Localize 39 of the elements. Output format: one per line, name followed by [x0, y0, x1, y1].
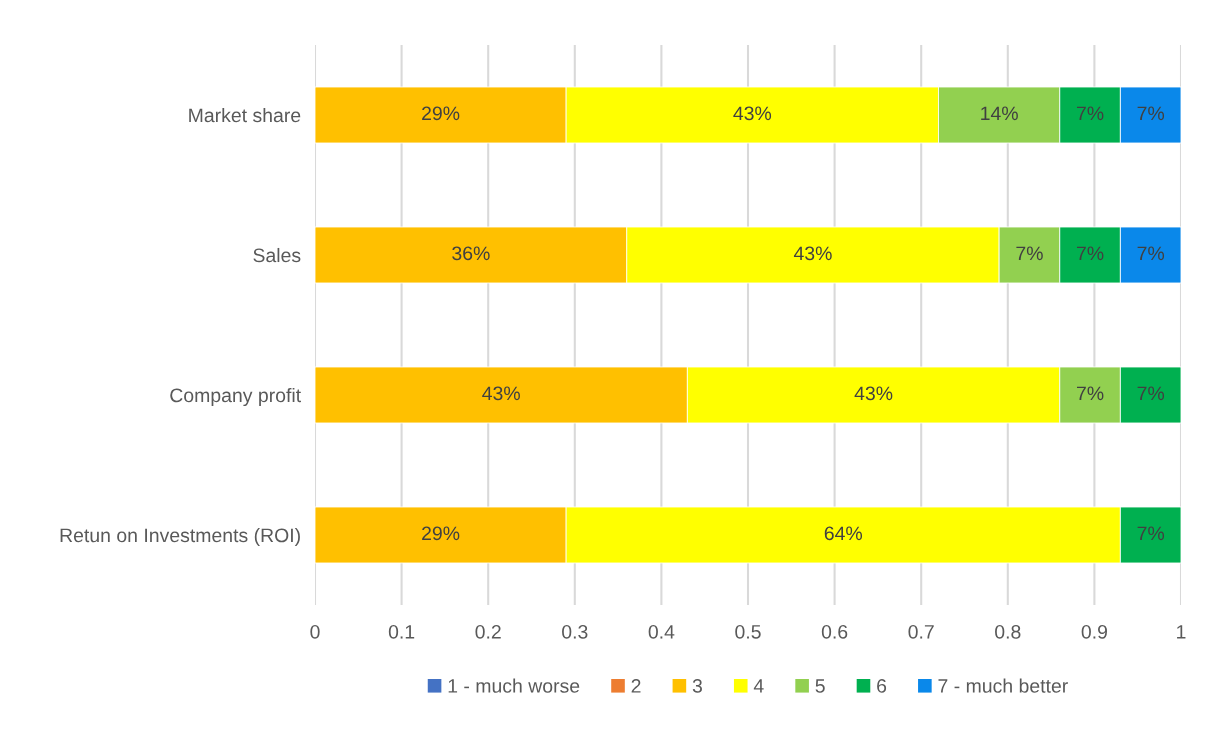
x-tick-label: 0 [310, 624, 320, 639]
x-tick-label: 0.5 [735, 624, 761, 639]
legend-label: 1 - much worse [448, 678, 580, 693]
legend-label: 2 [631, 679, 641, 693]
legend-label: 7 - much better [938, 678, 1068, 693]
x-tick-label: 0.1 [388, 624, 415, 639]
data-label: 7% [1137, 386, 1165, 401]
data-label: 7% [1016, 246, 1043, 261]
y-tick-label: Sales [253, 247, 301, 263]
y-tick-label: Retun on Investments (ROI) [60, 527, 300, 547]
legend-label: 3 [692, 679, 702, 693]
x-tick-label: 0.6 [821, 624, 848, 639]
x-tick-label: 1 [1177, 625, 1186, 639]
data-label: 29% [422, 106, 460, 121]
data-label: 7% [1077, 246, 1104, 261]
data-label: 7% [1137, 106, 1165, 121]
data-label: 43% [482, 386, 520, 401]
data-label: 43% [793, 246, 832, 261]
data-label: 7% [1137, 526, 1165, 541]
data-label: 29% [422, 526, 460, 541]
y-tick-label: Company profit [170, 387, 301, 407]
data-label: 43% [854, 386, 893, 401]
data-label: 7% [1137, 246, 1165, 261]
data-label: 7% [1077, 106, 1104, 121]
data-label: 43% [733, 106, 772, 121]
x-tick-label: 0.9 [1081, 624, 1107, 639]
x-tick-label: 0.4 [648, 624, 675, 639]
data-label: 64% [824, 526, 863, 541]
x-tick-label: 0.7 [908, 624, 934, 639]
legend-label: 4 [753, 679, 764, 693]
data-label: 36% [452, 246, 490, 261]
legend-label: 6 [877, 679, 887, 693]
x-tick-label: 0.3 [562, 624, 588, 639]
y-tick-label: Market share [189, 107, 301, 123]
x-tick-label: 0.8 [995, 624, 1021, 639]
data-label: 14% [981, 106, 1018, 121]
legend-label: 5 [815, 679, 825, 693]
data-label: 7% [1077, 386, 1104, 401]
x-tick-label: 0.2 [475, 624, 501, 639]
